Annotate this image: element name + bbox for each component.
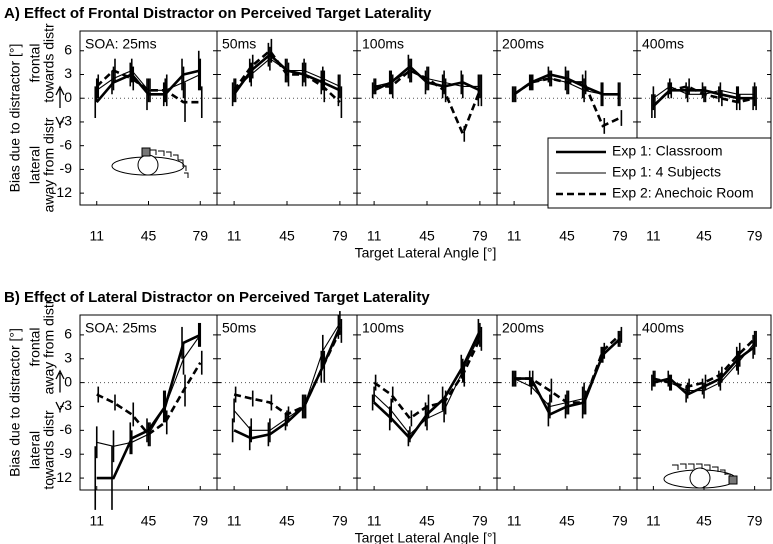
panel-title: 200ms: [502, 320, 544, 336]
x-tick-label: 79: [472, 228, 488, 244]
x-tick-label: 79: [612, 228, 628, 244]
panel-frame: [356, 30, 498, 206]
x-tick-label: 79: [747, 513, 763, 529]
x-tick-label: 11: [89, 513, 104, 529]
x-tick-label: 79: [612, 513, 628, 529]
y-tick-label: -3: [60, 397, 73, 413]
arrow: [55, 116, 65, 128]
x-tick-label: 11: [227, 513, 242, 529]
x-tick-label: 79: [332, 513, 348, 529]
legend-label: Exp 1: Classroom: [612, 143, 722, 159]
x-tick-label: 45: [419, 228, 435, 244]
y-tick-label: 3: [64, 349, 72, 365]
x-tick-label: 45: [279, 228, 295, 244]
x-tick-label: 45: [141, 513, 157, 529]
series-line: [373, 330, 482, 441]
y-annotation: towards distr: [41, 23, 57, 103]
y-tick-label: -6: [60, 136, 73, 152]
series-line: [652, 89, 755, 108]
x-axis-label: Target Lateral Angle [°]: [355, 245, 497, 261]
y-tick-label: -3: [60, 113, 73, 129]
x-axis-label: Target Lateral Angle [°]: [355, 530, 497, 544]
x-tick-label: 11: [89, 228, 104, 244]
series-line: [95, 69, 201, 104]
y-tick-label: -9: [60, 160, 73, 176]
legend-label: Exp 1: 4 Subjects: [612, 164, 721, 180]
x-tick-label: 11: [507, 228, 522, 244]
arrow: [55, 369, 65, 393]
x-tick-label: 45: [696, 228, 712, 244]
y-axis-label: Bias due to distractor [°]: [7, 44, 23, 193]
chart-title: A) Effect of Frontal Distractor on Perce…: [4, 5, 432, 22]
panel-title: 200ms: [502, 36, 544, 52]
legend-label: Exp 2: Anechoic Room: [612, 185, 754, 201]
series-line: [96, 333, 201, 480]
panel-title: 400ms: [642, 320, 684, 336]
x-tick-label: 79: [472, 513, 488, 529]
x-tick-label: 45: [419, 513, 435, 529]
y-tick-label: 0: [64, 89, 72, 105]
y-tick-label: -12: [52, 184, 72, 200]
x-tick-label: 45: [279, 513, 295, 529]
x-tick-label: 79: [192, 228, 208, 244]
panel-frame: [79, 30, 218, 206]
y-tick-label: 3: [64, 65, 72, 81]
x-tick-label: 11: [367, 228, 382, 244]
x-tick-label: 11: [646, 513, 661, 529]
series-line: [513, 73, 620, 96]
x-tick-label: 11: [367, 513, 382, 529]
x-tick-label: 45: [141, 228, 157, 244]
panel-title: SOA: 25ms: [85, 320, 157, 336]
chart-title: B) Effect of Lateral Distractor on Perce…: [4, 289, 430, 306]
setup-icon: [111, 147, 189, 178]
x-tick-label: 45: [696, 513, 712, 529]
y-annotation: lateral: [27, 431, 43, 469]
y-tick-label: -9: [60, 445, 73, 461]
arrow: [55, 401, 65, 413]
setup-icon: [663, 463, 738, 489]
series-line: [514, 337, 621, 417]
panel-frame: [216, 30, 358, 206]
x-tick-label: 79: [192, 513, 208, 529]
y-annotation: frontal: [27, 44, 43, 83]
series-line: [233, 52, 341, 96]
y-tick-label: -6: [60, 421, 73, 437]
panel-title: 100ms: [362, 36, 404, 52]
y-annotation: towards distr: [41, 410, 57, 490]
y-annotation: away from distr: [41, 117, 57, 212]
x-tick-label: 11: [507, 513, 522, 529]
series-line: [233, 326, 342, 440]
y-axis-label: Bias due to distractor [°]: [7, 328, 23, 477]
y-annotation: away from distr: [41, 299, 57, 394]
series-line: [373, 64, 481, 92]
x-tick-label: 11: [227, 228, 242, 244]
panel-title: 100ms: [362, 320, 404, 336]
y-tick-label: -12: [52, 469, 72, 485]
panel-title: 50ms: [222, 320, 256, 336]
x-tick-label: 79: [747, 228, 763, 244]
x-tick-label: 45: [559, 228, 575, 244]
x-tick-label: 11: [646, 228, 661, 244]
y-annotation: frontal: [27, 328, 43, 367]
x-tick-label: 45: [559, 513, 575, 529]
panel-title: 50ms: [222, 36, 256, 52]
arrow: [55, 85, 65, 108]
y-annotation: lateral: [27, 146, 43, 184]
panel-title: 400ms: [642, 36, 684, 52]
y-tick-label: 6: [64, 326, 72, 342]
series-line: [653, 345, 756, 397]
panel-title: SOA: 25ms: [85, 36, 157, 52]
x-tick-label: 79: [332, 228, 348, 244]
y-tick-label: 6: [64, 41, 72, 57]
y-tick-label: 0: [64, 373, 72, 389]
